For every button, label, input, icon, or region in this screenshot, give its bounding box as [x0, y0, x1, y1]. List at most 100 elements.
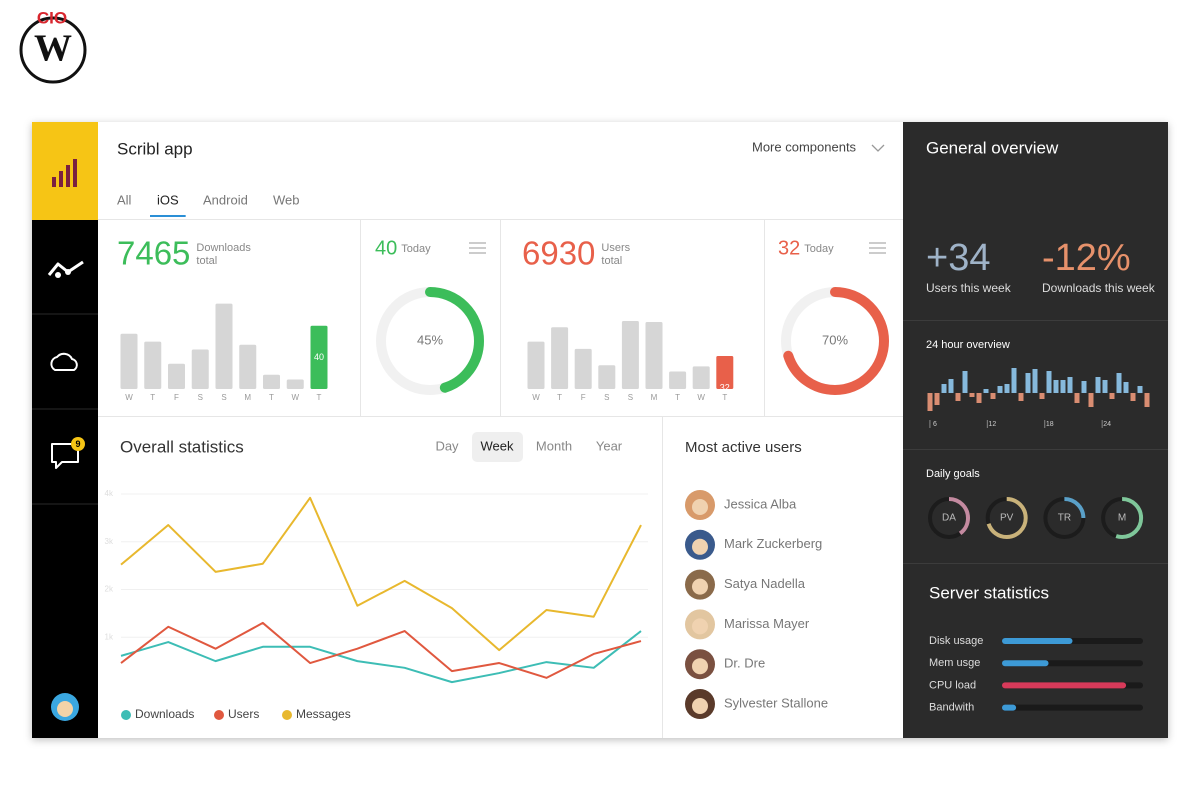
progress-track: [1002, 704, 1143, 711]
trend-icon[interactable]: [47, 260, 84, 276]
tab-underline: [150, 215, 186, 217]
bar: [598, 365, 616, 389]
today-label: Today: [401, 243, 431, 255]
menu-icon[interactable]: [469, 242, 486, 254]
user-name[interactable]: Dr. Dre: [724, 656, 765, 671]
bar: [1046, 371, 1052, 393]
chevron-icon[interactable]: [871, 144, 885, 152]
progress-bar: [1002, 660, 1049, 667]
bar: [927, 393, 933, 411]
total-label: total: [601, 255, 622, 267]
x-tick-label: W: [532, 393, 540, 402]
x-tick-label: F: [581, 393, 586, 402]
ring-arc: [1101, 497, 1144, 539]
bar: [1004, 384, 1010, 393]
bar: [310, 325, 328, 389]
user-name[interactable]: Mark Zuckerberg: [724, 536, 822, 551]
user-avatar-face: [692, 499, 708, 515]
x-tick-label: M: [244, 393, 251, 402]
progress-bar: [1002, 682, 1127, 689]
x-tick-label: F: [174, 393, 179, 402]
tab[interactable]: Month: [536, 438, 572, 453]
section-title: 24 hour overview: [926, 339, 1010, 351]
stat-value: +34: [926, 237, 990, 279]
section-title: General overview: [926, 138, 1059, 157]
x-tick-label: W: [291, 393, 299, 402]
donut-arc: [781, 287, 889, 395]
user-avatar-face: [692, 578, 708, 595]
user-name[interactable]: Satya Nadella: [724, 576, 806, 591]
bar: [168, 363, 185, 389]
x-tick-label: T: [557, 393, 562, 402]
section-title: Daily goals: [926, 468, 980, 480]
ring-label: DA: [942, 513, 956, 524]
tab[interactable]: iOS: [157, 192, 179, 207]
more-components[interactable]: More components: [752, 139, 857, 154]
tab[interactable]: Year: [596, 438, 623, 453]
bar: [1060, 380, 1066, 393]
bar: [1123, 382, 1129, 393]
trend-icon-dot: [55, 272, 61, 278]
donut-label: 45%: [417, 332, 443, 347]
x-tick-label: 24: [1103, 421, 1111, 428]
bar: [1074, 393, 1080, 403]
x-tick-label: T: [269, 393, 274, 402]
metric-label: CPU load: [929, 679, 976, 691]
user-avatar-face: [692, 538, 708, 555]
user-name[interactable]: Jessica Alba: [724, 496, 797, 511]
bar: [692, 366, 710, 389]
tab[interactable]: Day: [435, 438, 459, 453]
x-tick-label: T: [317, 393, 322, 402]
bar: [1116, 373, 1122, 393]
metric-label: Mem usge: [929, 657, 980, 669]
line-series: [120, 621, 642, 679]
bar: [239, 344, 257, 389]
x-tick-label: M: [651, 393, 658, 402]
bar: [1067, 377, 1073, 393]
tab[interactable]: All: [117, 192, 132, 207]
bar: [1102, 380, 1108, 393]
bar: [621, 321, 639, 389]
y-tick-label: 1k: [105, 632, 114, 641]
tab[interactable]: Week: [481, 438, 514, 453]
bar: [1109, 393, 1115, 399]
x-tick-label: 6: [933, 421, 937, 428]
logo-ring: [19, 16, 87, 84]
bar: [716, 356, 734, 389]
ring-label: M: [1118, 513, 1126, 524]
total-value: 6930: [522, 235, 595, 272]
tab[interactable]: Web: [273, 192, 300, 207]
bar: [934, 393, 940, 405]
user-avatar-face: [692, 618, 708, 635]
user-name[interactable]: Sylvester Stallone: [724, 695, 828, 710]
total-label: Users: [601, 242, 630, 254]
bar: [969, 393, 975, 397]
stat-label: Downloads this week: [1042, 281, 1156, 295]
legend-label: Users: [228, 707, 259, 721]
total-value: 7465: [117, 235, 190, 272]
logo-letter: W: [34, 28, 72, 70]
bar: [983, 389, 989, 393]
bar-label: 32: [720, 382, 730, 392]
legend-swatch: [282, 710, 292, 720]
bar: [976, 393, 982, 403]
x-tick-label: 12: [988, 421, 996, 428]
bar: [191, 349, 209, 389]
y-tick-label: 2k: [105, 585, 114, 594]
user-name[interactable]: Marissa Mayer: [724, 616, 810, 631]
bar: [1137, 386, 1143, 393]
bar: [997, 386, 1003, 393]
bar: [941, 384, 947, 393]
x-tick-label: T: [150, 393, 155, 402]
cloud-icon[interactable]: [50, 352, 78, 371]
tab[interactable]: Android: [203, 192, 248, 207]
menu-icon[interactable]: [869, 242, 886, 254]
bar: [574, 348, 592, 389]
today-value: 32: [778, 237, 800, 259]
bar: [1018, 393, 1024, 401]
bar: [551, 327, 569, 389]
badge: [71, 437, 85, 451]
sidebar-active-tile[interactable]: [32, 122, 98, 220]
bar: [645, 322, 663, 389]
section-title: Server statistics: [929, 583, 1049, 602]
